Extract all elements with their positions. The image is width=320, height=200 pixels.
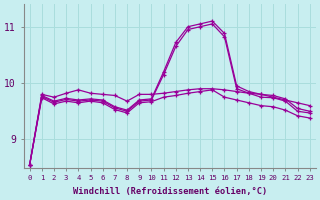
X-axis label: Windchill (Refroidissement éolien,°C): Windchill (Refroidissement éolien,°C) xyxy=(73,187,267,196)
